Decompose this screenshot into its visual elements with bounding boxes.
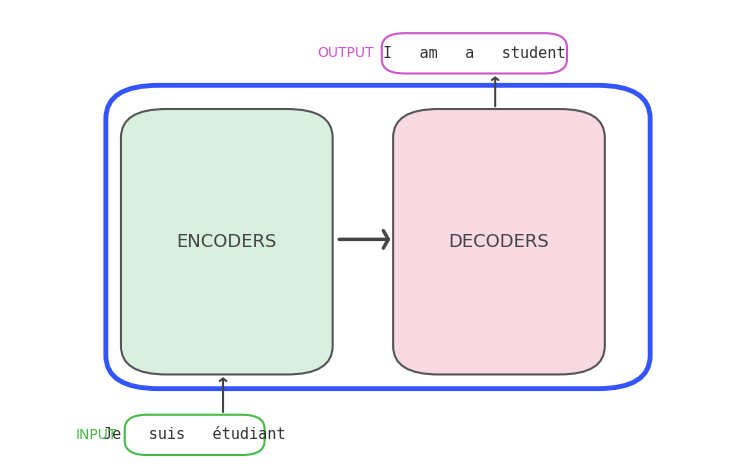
FancyBboxPatch shape [121, 109, 333, 374]
FancyBboxPatch shape [106, 85, 650, 389]
Text: ENCODERS: ENCODERS [177, 233, 277, 251]
Text: DECODERS: DECODERS [448, 233, 550, 251]
FancyBboxPatch shape [125, 415, 265, 455]
FancyBboxPatch shape [393, 109, 605, 374]
Text: OUTPUT: OUTPUT [318, 46, 374, 60]
FancyBboxPatch shape [382, 33, 567, 73]
Text: INPUT: INPUT [76, 428, 117, 442]
Text: Je   suis   étudiant: Je suis étudiant [104, 428, 286, 442]
Text: I   am   a   student: I am a student [383, 46, 565, 61]
